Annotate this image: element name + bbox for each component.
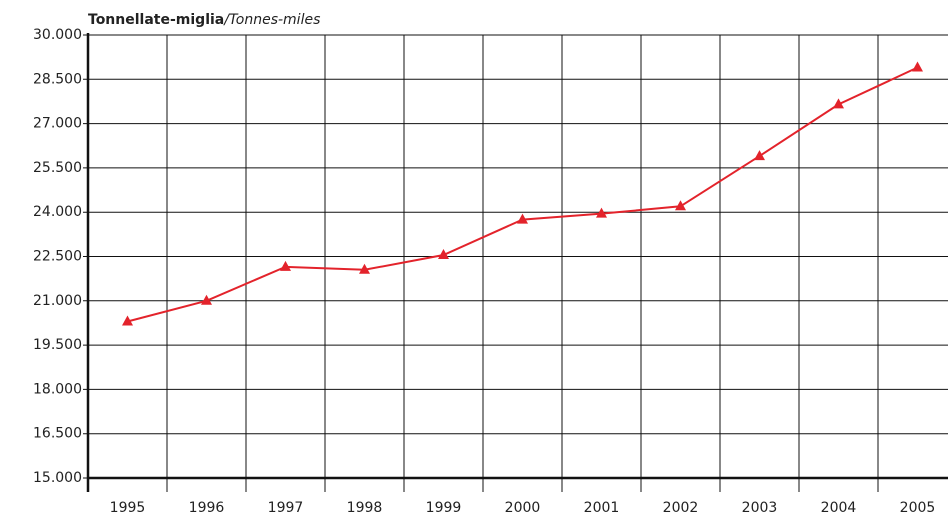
x-tick-label: 2003 bbox=[742, 500, 778, 516]
y-tick-label: 22.500 bbox=[33, 249, 82, 265]
data-point bbox=[201, 294, 212, 305]
x-tick-label: 2001 bbox=[584, 500, 620, 516]
y-tick-label: 27.000 bbox=[33, 116, 82, 132]
x-tick-label: 1997 bbox=[268, 500, 304, 516]
y-tick-label: 15.000 bbox=[33, 470, 82, 486]
title-main: Tonnellate-miglia bbox=[88, 12, 224, 28]
y-tick-label: 28.500 bbox=[33, 71, 82, 87]
data-point bbox=[675, 200, 686, 211]
y-tick-label: 16.500 bbox=[33, 426, 82, 442]
x-tick-label: 2005 bbox=[900, 500, 936, 516]
data-point bbox=[912, 61, 923, 72]
data-point bbox=[280, 260, 291, 271]
data-point bbox=[438, 249, 449, 260]
x-tick-label: 2000 bbox=[505, 500, 541, 516]
y-tick-label: 21.000 bbox=[33, 293, 82, 309]
data-point bbox=[359, 263, 370, 274]
data-point bbox=[517, 213, 528, 224]
x-tick-label: 2004 bbox=[821, 500, 857, 516]
y-tick-label: 30.000 bbox=[33, 27, 82, 43]
y-tick-label: 24.000 bbox=[33, 204, 82, 220]
x-tick-label: 1995 bbox=[110, 500, 146, 516]
x-tick-label: 2002 bbox=[663, 500, 699, 516]
data-point bbox=[122, 315, 133, 326]
y-tick-label: 25.500 bbox=[33, 160, 82, 176]
y-tick-label: 19.500 bbox=[33, 337, 82, 353]
x-tick-label: 1999 bbox=[426, 500, 462, 516]
y-tick-label: 18.000 bbox=[33, 381, 82, 397]
title-sub: /Tonnes-miles bbox=[222, 12, 320, 28]
data-point bbox=[754, 150, 765, 161]
chart-title: Tonnellate-miglia/Tonnes-miles bbox=[88, 12, 320, 28]
data-point bbox=[596, 207, 607, 218]
x-tick-label: 1998 bbox=[347, 500, 383, 516]
data-point bbox=[833, 98, 844, 109]
x-tick-label: 1996 bbox=[189, 500, 225, 516]
